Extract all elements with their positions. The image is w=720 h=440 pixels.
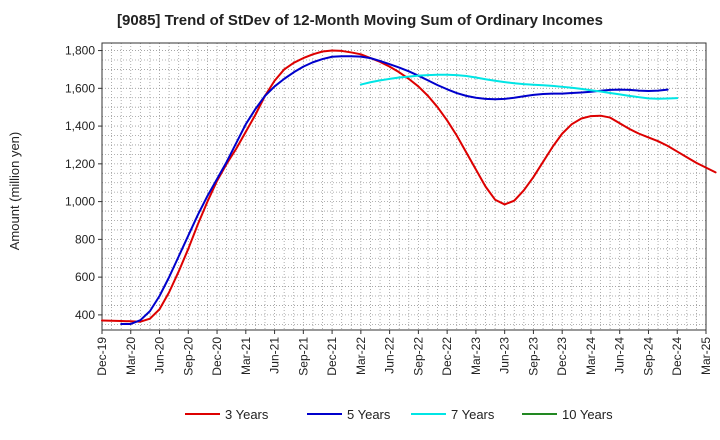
- x-tick-label: Mar-21: [239, 337, 253, 375]
- legend-label-3-years: 3 Years: [225, 407, 269, 422]
- x-tick-label: Sep-20: [181, 337, 195, 376]
- chart-title: [9085] Trend of StDev of 12-Month Moving…: [117, 12, 603, 29]
- series-line-7-years: [359, 73, 679, 100]
- legend: 3 Years 5 Years 7 Years 10 Years: [185, 407, 613, 422]
- x-tick-label: Mar-20: [124, 337, 138, 375]
- y-tick-label: 1,000: [65, 195, 95, 209]
- x-tick-label: Mar-24: [584, 337, 598, 375]
- series-line-5-years: [120, 55, 669, 325]
- x-tick-label: Jun-23: [498, 337, 512, 374]
- x-tick-label: Dec-22: [440, 337, 454, 376]
- y-tick-label: 600: [75, 270, 95, 284]
- legend-label-10-years: 10 Years: [562, 407, 613, 422]
- y-axis-title: Amount (million yen): [7, 132, 22, 251]
- x-tick-label: Jun-21: [268, 337, 282, 374]
- x-tick-label: Mar-22: [354, 337, 368, 375]
- legend-label-5-years: 5 Years: [347, 407, 391, 422]
- y-axis: 400 600 800 1,000 1,200 1,400 1,600 1,800: [65, 44, 102, 322]
- x-tick-label: Jun-22: [383, 337, 397, 374]
- y-tick-label: 1,600: [65, 81, 95, 95]
- legend-label-7-years: 7 Years: [451, 407, 495, 422]
- y-tick-label: 1,200: [65, 157, 95, 171]
- x-tick-label: Sep-24: [641, 337, 655, 376]
- x-tick-label: Sep-23: [526, 337, 540, 376]
- y-tick-label: 800: [75, 232, 95, 246]
- x-tick-label: Mar-23: [469, 337, 483, 375]
- gridlines: [102, 43, 706, 330]
- y-tick-label: 1,400: [65, 119, 95, 133]
- y-tick-label: 1,800: [65, 44, 95, 58]
- x-tick-label: Jun-24: [613, 337, 627, 374]
- x-tick-label: Sep-22: [411, 337, 425, 376]
- x-tick-label: Dec-19: [95, 337, 109, 376]
- x-tick-label: Dec-23: [555, 337, 569, 376]
- y-tick-label: 400: [75, 308, 95, 322]
- x-tick-label: Mar-25: [699, 337, 713, 375]
- x-axis: Dec-19 Mar-20 Jun-20 Sep-20 Dec-20 Mar-21 Jun-…: [95, 330, 713, 376]
- series-lines: [101, 49, 717, 325]
- x-tick-label: Jun-20: [153, 337, 167, 374]
- plot-area-frame: [101, 42, 707, 331]
- x-tick-label: Sep-21: [296, 337, 310, 376]
- x-tick-label: Dec-21: [325, 337, 339, 376]
- series-line-3-years: [101, 49, 717, 323]
- x-tick-label: Dec-24: [670, 337, 684, 376]
- x-tick-label: Dec-20: [210, 337, 224, 376]
